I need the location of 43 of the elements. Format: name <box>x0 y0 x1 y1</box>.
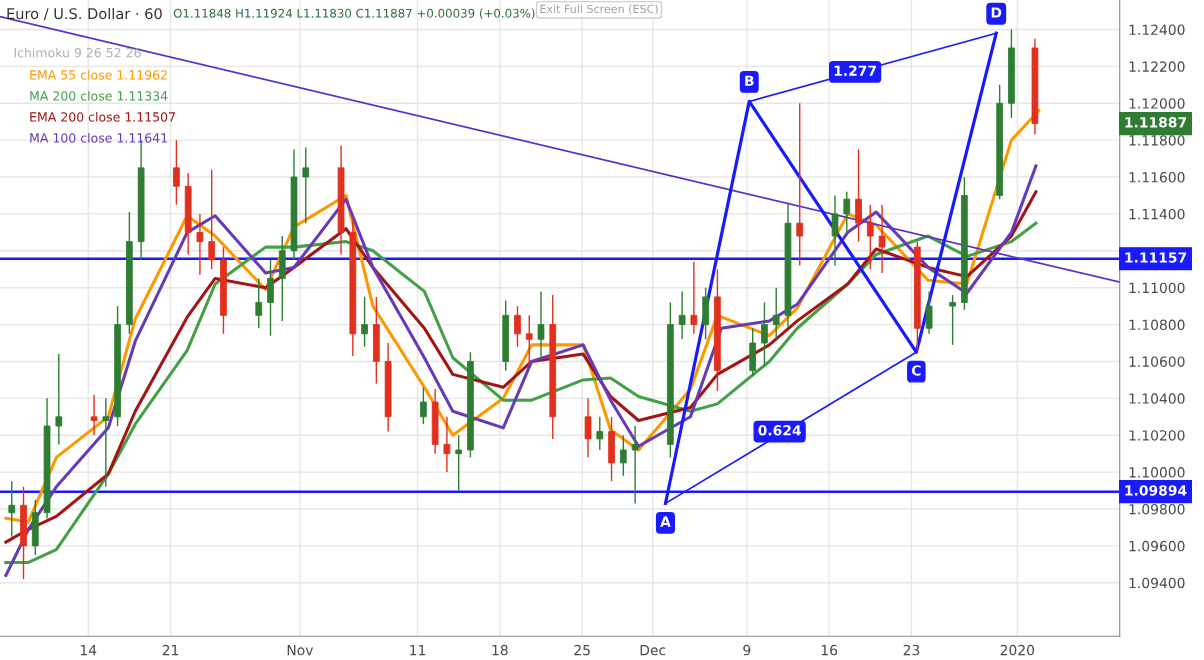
text: MA 200 close 1.11334 <box>30 90 168 101</box>
x-tick-label: Dec <box>640 645 666 656</box>
y-tick-label: 1.12200 <box>1129 61 1185 72</box>
ref-line-label: 1.09894 <box>1125 485 1187 496</box>
y-tick-label: 1.09400 <box>1129 577 1185 589</box>
annotation: Exit Full Screen (ESC) <box>540 4 658 15</box>
x-tick-label: 21 <box>162 644 179 656</box>
x-tick-label: 25 <box>574 644 590 656</box>
y-tick-label: 1.12400 <box>1129 24 1185 35</box>
x-tick-label: 23 <box>903 644 920 656</box>
text: EMA 200 close 1.11507 <box>30 111 175 122</box>
x-tick-label: 18 <box>492 644 508 656</box>
x-tick-label: 16 <box>821 644 838 656</box>
y-tick-label: 1.10200 <box>1129 430 1185 441</box>
annotation: 0.624 <box>758 425 801 436</box>
x-tick-label: 14 <box>80 645 97 656</box>
text: 1.11887 <box>1125 117 1187 128</box>
y-tick-label: 1.10800 <box>1129 319 1185 331</box>
x-tick-label: 11 <box>410 645 426 656</box>
annotation: A <box>660 516 671 527</box>
y-tick-label: 1.09800 <box>1129 503 1185 515</box>
annotation: 1.277 <box>834 65 876 76</box>
y-tick-label: 1.12000 <box>1129 98 1185 109</box>
x-tick-label: Nov <box>287 645 314 656</box>
y-tick-label: 1.11800 <box>1129 135 1185 146</box>
chart-title: Euro / U.S. Dollar · 60 <box>7 7 162 21</box>
x-tick-label: 2020 <box>1000 644 1035 656</box>
annotation: B <box>745 75 754 86</box>
y-tick-label: 1.09600 <box>1129 540 1185 552</box>
annotation: D <box>991 7 1002 18</box>
y-tick-label: 1.10600 <box>1129 356 1185 367</box>
annotation: Ichimoku 9 26 52 26 <box>14 47 141 58</box>
y-tick-label: 1.11400 <box>1129 208 1185 220</box>
x-tick-label: 9 <box>743 644 751 656</box>
text: O1.11848 H1.11924 L1.11830 C1.11887 +0.00039 (+0.03%) <box>173 8 535 20</box>
y-tick-label: 1.10000 <box>1129 467 1185 478</box>
y-tick-label: 1.11600 <box>1129 172 1185 183</box>
y-tick-label: 1.11000 <box>1129 282 1185 294</box>
annotation: C <box>911 365 921 376</box>
y-tick-label: 1.10400 <box>1129 393 1185 404</box>
ref-line-label: 1.11157 <box>1125 252 1187 263</box>
text: MA 100 close 1.11641 <box>30 132 167 143</box>
text: EMA 55 close 1.11962 <box>30 69 167 80</box>
